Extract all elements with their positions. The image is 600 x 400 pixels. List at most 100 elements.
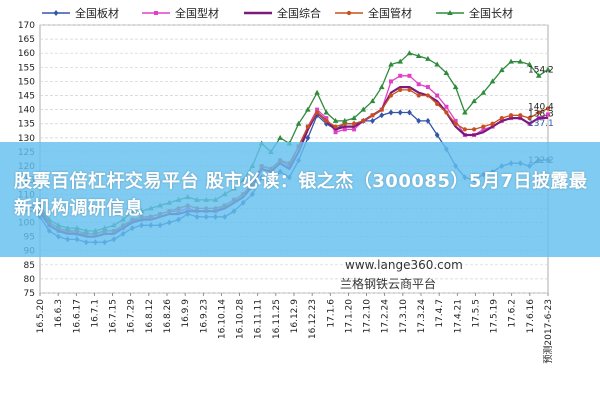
data-point bbox=[462, 127, 467, 132]
headline-text: 股票百倍杠杆交易平台 股市必读：银之杰（300085）5月7日披露最新机构调研信… bbox=[14, 171, 588, 219]
legend-item: 全国板材 bbox=[42, 6, 119, 20]
data-point bbox=[480, 89, 487, 95]
data-point bbox=[397, 58, 404, 64]
data-point bbox=[332, 117, 339, 123]
x-tick-label: 16.6.17 bbox=[72, 299, 82, 333]
x-tick-label: 17.3.10 bbox=[399, 299, 409, 334]
data-point bbox=[388, 109, 394, 116]
x-tick-label: 16.7.15 bbox=[109, 299, 119, 333]
data-point bbox=[425, 55, 431, 61]
data-point bbox=[499, 67, 505, 73]
legend-swatch-marker bbox=[53, 10, 59, 16]
x-tick-label: 16.7.1 bbox=[90, 299, 100, 328]
y-tick-label: 155 bbox=[18, 63, 35, 73]
legend-swatch-marker bbox=[154, 11, 158, 15]
data-point bbox=[314, 89, 320, 95]
x-tick-label: 16.11.11 bbox=[254, 299, 264, 339]
data-point bbox=[314, 110, 320, 115]
legend-item: 全国综合 bbox=[244, 6, 321, 20]
x-tick-label: 16.10.28 bbox=[236, 299, 246, 339]
y-tick-label: 165 bbox=[18, 35, 35, 45]
data-point bbox=[545, 106, 551, 111]
data-point bbox=[361, 118, 366, 124]
data-point bbox=[360, 106, 367, 112]
x-tick-label: 16.8.12 bbox=[145, 299, 155, 333]
y-tick-label: 130 bbox=[18, 134, 35, 144]
x-tick-label: 16.9.23 bbox=[199, 299, 209, 333]
x-tick-label: 16.11.25 bbox=[272, 299, 282, 339]
data-point bbox=[425, 117, 431, 124]
data-point bbox=[351, 121, 357, 126]
x-tick-label: 17.4.21 bbox=[453, 299, 463, 333]
data-point bbox=[379, 107, 384, 112]
x-tick-label: 16.12.23 bbox=[308, 299, 318, 339]
x-tick-label: 16.7.29 bbox=[127, 299, 137, 334]
data-point bbox=[444, 104, 449, 109]
legend-label: 全国长材 bbox=[469, 6, 513, 20]
data-point bbox=[379, 112, 385, 119]
y-tick-label: 75 bbox=[24, 289, 35, 299]
data-point bbox=[453, 121, 458, 126]
axes: 7580859095100105110115120125130135140145… bbox=[18, 21, 554, 364]
x-tick-label: 16.12.9 bbox=[290, 299, 300, 334]
end-value-label: 154.2 bbox=[528, 66, 554, 76]
watermark-url: www.lange360.com bbox=[345, 258, 463, 272]
legend-item: 全国型材 bbox=[142, 6, 219, 20]
y-tick-label: 160 bbox=[18, 49, 35, 59]
y-tick-label: 145 bbox=[18, 92, 35, 102]
legend-label: 全国板材 bbox=[75, 6, 119, 20]
end-value-label: 140.4 bbox=[528, 103, 554, 113]
data-point bbox=[518, 113, 523, 118]
legend: 全国板材 全国型材 全国综合 全国管材 全国长材 bbox=[42, 6, 513, 20]
y-tick-label: 80 bbox=[24, 275, 36, 285]
data-point bbox=[462, 109, 468, 115]
data-point bbox=[388, 93, 394, 98]
data-point bbox=[471, 98, 477, 104]
data-point bbox=[415, 53, 422, 59]
data-point bbox=[481, 124, 486, 129]
data-point bbox=[315, 107, 320, 112]
x-tick-label: 17.4.7 bbox=[435, 299, 445, 328]
y-tick-label: 170 bbox=[18, 21, 35, 31]
data-point bbox=[434, 61, 440, 67]
x-tick-label: 16.5.20 bbox=[36, 299, 46, 334]
data-point bbox=[407, 73, 412, 78]
x-tick-label: 17.1.20 bbox=[344, 299, 354, 334]
x-tick-label: 17.6.2 bbox=[508, 299, 518, 328]
legend-swatch-marker bbox=[447, 10, 453, 15]
data-point bbox=[517, 58, 524, 64]
data-point bbox=[305, 134, 311, 141]
data-point bbox=[535, 72, 542, 78]
x-tick-label: 16.8.26 bbox=[163, 299, 173, 334]
data-point bbox=[351, 115, 357, 121]
data-point bbox=[277, 134, 283, 140]
data-point bbox=[472, 127, 477, 132]
end-value-label: 138.3 bbox=[528, 109, 554, 119]
x-tick-label: 预测2017-6-23 bbox=[543, 299, 554, 364]
data-point bbox=[490, 121, 495, 126]
legend-item: 全国管材 bbox=[335, 6, 412, 20]
data-point bbox=[435, 101, 440, 107]
y-tick-label: 150 bbox=[18, 77, 35, 87]
legend-label: 全国型材 bbox=[175, 6, 219, 20]
y-tick-label: 140 bbox=[18, 106, 35, 116]
data-point bbox=[434, 132, 440, 139]
data-point bbox=[435, 93, 440, 98]
data-point bbox=[398, 87, 403, 92]
legend-item: 全国长材 bbox=[436, 6, 513, 20]
data-point bbox=[397, 109, 403, 116]
data-point bbox=[333, 130, 338, 135]
data-point bbox=[443, 69, 450, 75]
data-point bbox=[406, 50, 413, 56]
data-point bbox=[398, 73, 403, 78]
watermark-name: 兰格钢铁云商平台 bbox=[340, 277, 437, 291]
data-point bbox=[295, 120, 302, 126]
x-tick-label: 17.3.24 bbox=[417, 299, 427, 334]
x-tick-label: 17.2.10 bbox=[363, 299, 373, 334]
data-point bbox=[416, 117, 422, 124]
x-tick-label: 16.6.3 bbox=[54, 299, 64, 328]
legend-swatch-marker bbox=[346, 10, 352, 16]
data-point bbox=[388, 79, 393, 84]
y-tick-label: 135 bbox=[18, 120, 35, 130]
